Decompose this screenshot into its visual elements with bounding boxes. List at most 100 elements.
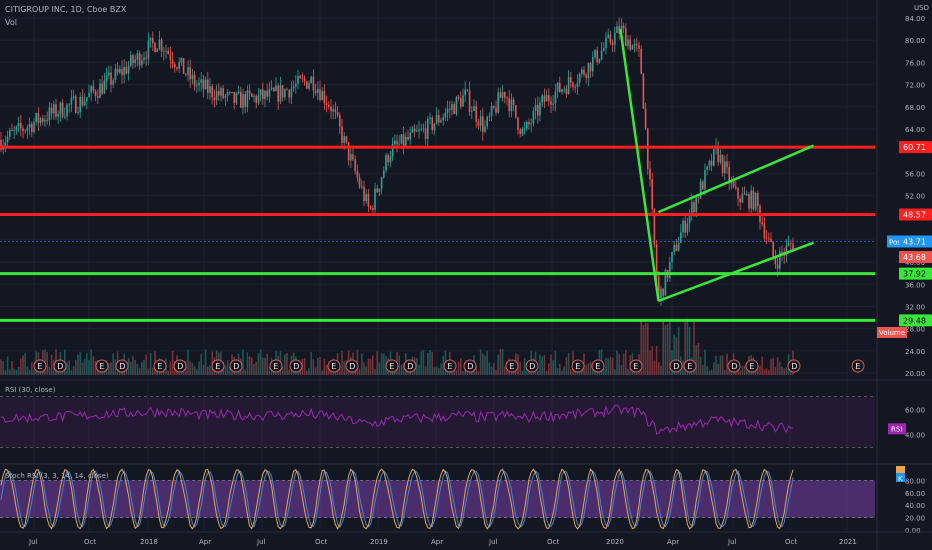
candle-body xyxy=(61,102,64,118)
candle-body xyxy=(486,116,488,127)
price-tick-label: 28.00 xyxy=(905,326,925,334)
candle-body xyxy=(556,82,559,92)
volume-bar xyxy=(715,355,717,375)
volume-indicator-label[interactable]: Vol xyxy=(5,18,17,27)
candle-body xyxy=(79,96,81,113)
candle-body xyxy=(350,154,352,161)
candle-body xyxy=(345,136,348,143)
volume-bar xyxy=(592,367,594,375)
candle-body xyxy=(396,140,398,145)
volume-bar xyxy=(561,370,563,375)
volume-bar xyxy=(717,364,719,375)
price-labels: 60.71 48.57 37.92 29.48 Post 43.71 43.68 Volume xyxy=(0,141,932,338)
post-price-tag xyxy=(899,235,932,248)
candle-body xyxy=(570,77,572,83)
candle-body xyxy=(691,202,693,214)
rsi-line xyxy=(0,404,794,435)
volume-bar xyxy=(519,361,521,375)
candle-body xyxy=(717,145,719,163)
candle-body xyxy=(220,88,222,96)
candle-body xyxy=(446,108,449,113)
event-letter: D xyxy=(57,362,63,371)
volume-bar xyxy=(497,354,499,375)
candle-body xyxy=(567,77,570,95)
candle-body xyxy=(53,104,55,114)
candle-body xyxy=(539,102,541,116)
candle-body xyxy=(347,142,350,161)
volume-bar xyxy=(149,352,152,375)
candle-body xyxy=(605,37,607,48)
stoch-d-tag xyxy=(896,473,905,482)
trend-lines[interactable] xyxy=(619,28,815,303)
candle-body xyxy=(369,206,372,209)
volume-bar xyxy=(649,350,651,375)
volume-bar xyxy=(737,367,739,375)
candle-body xyxy=(774,256,777,265)
candle-body xyxy=(706,166,708,170)
volume-bar xyxy=(286,352,288,375)
candle-body xyxy=(693,202,695,213)
candle-body xyxy=(431,117,433,131)
volume-bar xyxy=(6,356,9,375)
volume-bar xyxy=(642,325,645,375)
candle-body xyxy=(741,193,744,203)
volume-bar xyxy=(11,360,13,375)
rsi-tick-label: 40.00 xyxy=(905,432,925,440)
volume-bar xyxy=(783,368,785,375)
candle-body xyxy=(6,136,9,143)
candle-body xyxy=(288,90,290,98)
candle-body xyxy=(70,97,73,105)
candle-body xyxy=(737,188,739,199)
candle-body xyxy=(160,39,163,52)
candle-body xyxy=(594,49,596,58)
level-price-tag xyxy=(899,267,932,280)
volume-bar xyxy=(317,357,319,375)
volume-bar xyxy=(556,368,559,375)
candle-body xyxy=(17,122,20,127)
volume-bar xyxy=(682,360,684,375)
volume-bar xyxy=(545,370,548,375)
symbol-title[interactable]: CITIGROUP INC, 1D, Cboe BZX xyxy=(5,5,127,14)
candle-body xyxy=(306,81,308,89)
volume-bar xyxy=(559,363,561,375)
volume-bar xyxy=(130,361,132,375)
candle-body xyxy=(530,123,532,125)
candle-body xyxy=(565,88,568,95)
candle-body xyxy=(495,107,497,113)
candle-body xyxy=(754,193,757,210)
candle-body xyxy=(416,131,418,132)
candle-body xyxy=(336,112,339,116)
candle-body xyxy=(26,127,29,131)
candle-body xyxy=(77,112,79,113)
candle-body xyxy=(127,65,130,74)
candle-body xyxy=(545,95,548,102)
candle-body xyxy=(132,55,134,64)
candle-body xyxy=(35,113,37,123)
candle-body xyxy=(158,39,161,49)
candle-body xyxy=(651,179,653,209)
volume-bar xyxy=(438,368,440,375)
stoch-rsi-pane[interactable]: Stoch RSI (3, 3, 14, 14, close) 80.00 60.0… xyxy=(0,466,925,535)
candle-body xyxy=(237,91,240,94)
candle-body xyxy=(253,96,255,97)
candle-body xyxy=(616,26,618,33)
candle-body xyxy=(455,96,458,114)
candle-body xyxy=(169,53,172,60)
price-tick-label: 20.00 xyxy=(905,370,925,378)
rsi-title: RSI (30, close) xyxy=(5,386,56,394)
time-tick-label: Oct xyxy=(547,538,559,546)
volume-bar xyxy=(539,354,541,375)
candle-body xyxy=(534,104,537,112)
volume-bar xyxy=(323,358,326,375)
candle-body xyxy=(374,188,376,211)
candle-body xyxy=(526,122,528,129)
horizontal-levels[interactable] xyxy=(0,145,875,322)
volume-bar xyxy=(609,357,612,375)
candle-body xyxy=(187,67,189,75)
volume-bar xyxy=(24,352,26,375)
candle-body xyxy=(438,114,440,123)
candle-body xyxy=(66,104,68,117)
